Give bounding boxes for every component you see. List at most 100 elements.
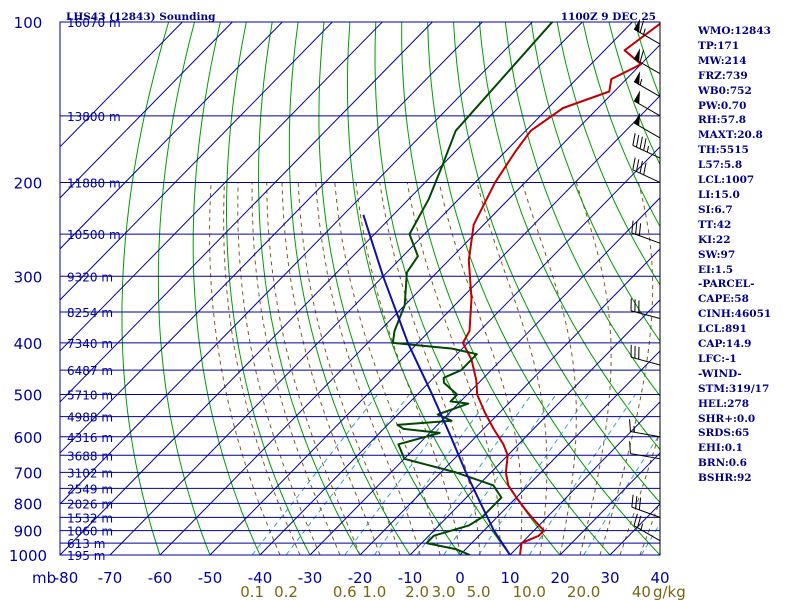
temperature-tick-label: -30 [298,569,323,587]
wind-barb-full [638,497,642,510]
isotherm [309,197,660,555]
wind-barb [633,71,661,97]
temperature-tick-label: 10 [500,569,519,587]
isotherm [60,22,233,199]
wind-barb [631,220,661,244]
height-label: 3688 m [67,449,113,463]
height-label: 2549 m [67,482,113,496]
wind-barb-full [631,220,634,233]
index-row: KI:22 [698,233,731,246]
index-row: STM:319/17 [698,382,770,395]
moist-adiabat [406,182,501,555]
moist-adiabat [297,182,401,555]
index-row: LCL:891 [698,323,747,336]
moist-adiabat [334,182,441,555]
index-row: EI:1.5 [698,263,734,276]
height-label: 195 m [67,549,105,563]
isotherm [259,146,660,555]
temperature-tick-label: -40 [248,569,273,587]
wind-barb-staff [630,356,661,366]
temperature-tick-label: -50 [198,569,223,587]
pressure-tick-label: 100 [14,14,43,32]
mixing-ratio-label: 20.0 [567,583,600,600]
index-row: CAP:14.9 [698,338,752,351]
isotherm [60,22,533,505]
wind-barb-full [635,496,638,509]
pressure-tick-label: 900 [14,523,43,541]
mixing-ratio-label: 10.0 [513,583,546,600]
wind-barb-pennant [634,71,640,85]
height-label: 10500 m [67,228,121,242]
wind-barb-full [629,441,631,454]
dewpoint-profile-line [391,22,554,555]
wind-barb-full [639,50,644,63]
index-row: -WIND- [698,367,742,380]
index-row: SRDS:65 [698,427,750,440]
height-label: 11880 m [67,176,121,190]
index-row: CINH:46051 [698,308,772,321]
index-row: PW:0.70 [698,99,747,112]
index-row: SI:6.7 [698,203,733,216]
index-row: EHI:0.1 [698,442,743,455]
index-row: TT:42 [698,218,732,231]
wind-barb-full [632,133,636,146]
wind-barb-full [633,513,638,526]
wind-barb-full [635,221,638,235]
index-row: TH:5515 [698,144,749,157]
index-row: SHR+:0.0 [698,412,756,425]
index-row: SW:97 [698,248,736,261]
wind-barb-full [639,160,643,174]
wind-barb-pennant [634,48,640,62]
wind-barb-staff [632,144,661,159]
temperature-tick-label: 20 [550,569,569,587]
pressure-tick-label: 1000 [9,547,47,565]
wind-barb [630,298,661,319]
height-label: 13800 m [67,110,121,124]
isotherm [60,22,583,555]
wind-barb-staff [630,431,661,438]
index-row: L57:5.8 [698,159,743,172]
isotherm [109,22,633,555]
mixing-ratio-label: 3.0 [432,583,456,600]
wind-barb-half [639,78,643,86]
wind-barb-half [646,145,649,153]
temperature-tick-label: -10 [398,569,423,587]
index-row: MAXT:20.8 [698,129,763,142]
parcel-profile-line [362,214,511,555]
mixing-ratio-label: g/kg [653,583,686,600]
isotherm [509,401,660,555]
chart-title: LHS43 (12843) Sounding [66,11,216,23]
wind-barb-staff [630,453,661,460]
pressure-tick-label: 500 [14,387,43,405]
wind-barb-full [637,515,642,528]
wind-barb-staff [631,506,661,518]
mixing-ratio-label: 5.0 [467,583,491,600]
moist-adiabat [619,429,660,555]
temperature-tick-label: -80 [54,569,79,587]
height-label: 9320 m [67,270,113,284]
index-row: FRZ:739 [698,69,748,82]
height-label: 1532 m [67,511,113,525]
moist-adiabat [315,182,421,555]
index-row: CAPE:58 [698,293,749,306]
mixing-ratio-label: 0.2 [274,583,298,600]
temperature-tick-label: -70 [98,569,123,587]
wind-barb-staff [633,122,661,139]
moist-adiabat [223,182,301,555]
wind-barb-pennant [634,18,640,33]
isotherm [459,350,660,555]
index-row: LI:15.0 [698,188,740,201]
isotherm [60,22,333,301]
moist-adiabat [237,182,321,555]
pressure-tick-label: 200 [14,174,43,192]
wind-barb [629,441,661,460]
sounding-indices-panel: WMO:12843 TP:171 MW:214 FRZ:739 WB0:752 PW:0.… [698,24,798,486]
wind-barb [633,513,661,542]
moist-adiabat [639,499,660,555]
mixing-ratio-label: 0.6 [333,583,357,600]
mixing-ratio-label: 0.1 [240,583,264,600]
wind-barb [632,133,661,159]
moist-adiabat [438,182,523,555]
